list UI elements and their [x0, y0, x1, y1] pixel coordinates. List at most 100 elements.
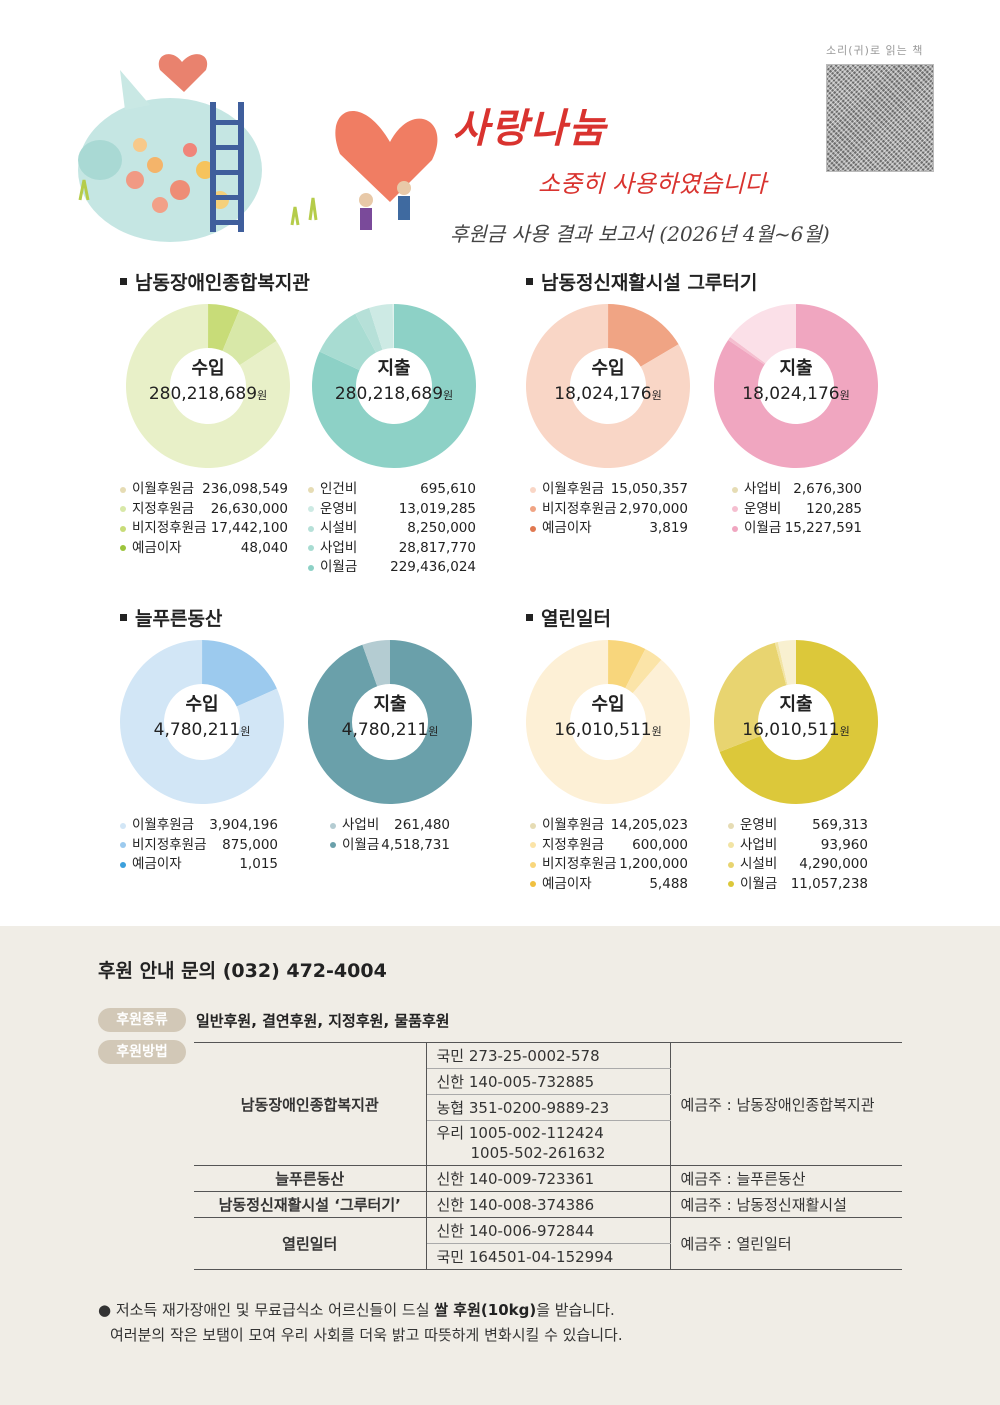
donut-slice-이월금: [308, 640, 472, 804]
legend-row: 지정후원금 26,630,000: [120, 500, 288, 520]
income-label: 수입: [185, 694, 219, 715]
account-number[interactable]: 신한 140-008-374386: [426, 1191, 671, 1218]
donation-type-badge: 후원종류: [98, 1008, 186, 1032]
legend-dot-icon: [732, 506, 738, 513]
legend-label: 시설비: [740, 856, 778, 872]
legend-dot-icon: [120, 486, 126, 493]
table-row: 우리 1005-002-112424 1005-502-261632: [194, 1120, 902, 1166]
legend-value: 14,205,023: [610, 817, 688, 833]
income-label: 수입: [591, 694, 625, 715]
income-donut: 수입 18,024,176원: [526, 304, 690, 468]
legend-dot-icon: [728, 861, 734, 868]
legend-value: 120,285: [806, 500, 862, 517]
legend-row: 예금이자 1,015: [120, 855, 278, 875]
legend-value: 569,313: [812, 817, 868, 833]
legend-label: 인건비: [320, 481, 358, 497]
qr-label: 소리(귀)로 읽는 책: [826, 44, 924, 57]
legend-dot-icon: [308, 525, 314, 532]
section-title: 남동정신재활시설 그루터기: [526, 268, 946, 295]
donut-slice-비지정후원금: [608, 640, 646, 689]
income-amount: 4,780,211: [153, 720, 241, 740]
donut-slice-시설비: [714, 642, 787, 752]
legend-dot-icon: [120, 842, 126, 849]
qr-code-icon[interactable]: [826, 64, 934, 172]
legend-row: 이월후원금 236,098,549: [120, 480, 288, 500]
donut-slice-운영비: [728, 337, 766, 365]
donut-slice-이월금: [312, 304, 476, 468]
legend-dot-icon: [728, 822, 734, 829]
income-donut: 수입 4,780,211원: [120, 640, 284, 804]
expense-legend: 사업비 2,676,300 운영비 120,285 이월금 15,227,591: [732, 480, 862, 539]
legend-value: 2,970,000: [619, 500, 688, 517]
legend-label: 이월금: [740, 875, 778, 892]
account-owner: 예금주 : 늘푸른동산: [670, 1165, 902, 1192]
account-number[interactable]: 신한 140-006-972844: [426, 1217, 671, 1244]
donut-slice-사업비: [730, 304, 796, 364]
donut-slice-이월금: [719, 640, 878, 804]
expense-donut: 지출 16,010,511원: [714, 640, 878, 804]
account-owner: 예금주 : 열린일터: [670, 1217, 902, 1270]
legend-label: 이월후원금: [542, 481, 605, 497]
table-row: 농협 351-0200-9889-23: [194, 1094, 902, 1121]
legend-row: 이월금 229,436,024: [308, 558, 476, 578]
legend-row: 운영비 569,313: [728, 816, 868, 836]
table-row: 늘푸른동산 신한 140-009-723361 예금주 : 늘푸른동산: [194, 1165, 902, 1192]
section-title: 열린일터: [526, 604, 946, 631]
income-legend: 이월후원금 236,098,549 지정후원금 26,630,000 비지정후원금 17,…: [120, 480, 288, 558]
legend-value: 261,480: [394, 817, 450, 833]
legend-value: 4,290,000: [799, 856, 868, 872]
legend-dot-icon: [308, 486, 314, 493]
account-number: 1005-502-261632: [470, 1144, 606, 1162]
legend-value: 13,019,285: [398, 500, 476, 517]
legend-value: 229,436,024: [390, 559, 476, 575]
legend-row: 예금이자 3,819: [530, 519, 688, 539]
legend-value: 1,200,000: [619, 856, 688, 872]
legend-row: 사업비 261,480: [330, 816, 450, 836]
donut-slice-시설비: [355, 307, 383, 353]
expense-amount: 18,024,176: [742, 384, 840, 404]
legend-label: 사업비: [342, 817, 380, 833]
section-title: 남동장애인종합복지관: [120, 268, 540, 295]
legend-label: 운영비: [740, 817, 778, 833]
legend-row: 이월후원금 15,050,357: [530, 480, 688, 500]
org-name: 열린일터: [194, 1217, 427, 1270]
legend-row: 사업비 93,960: [728, 836, 868, 856]
rice-donation-note: ● 저소득 재가장애인 및 무료급식소 어르신들이 드실 쌀 후원(10kg)을…: [98, 1301, 623, 1344]
account-owner: 예금주 : 남동장애인종합복지관: [670, 1042, 902, 1166]
account-number[interactable]: 신한 140-005-732885: [426, 1068, 671, 1095]
legend-value: 875,000: [222, 836, 278, 853]
account-number[interactable]: 국민 164501-04-152994: [426, 1243, 671, 1270]
legend-dot-icon: [120, 545, 126, 552]
legend-value: 5,488: [649, 875, 688, 892]
income-donut: 수입 16,010,511원: [526, 640, 690, 804]
org-name: 늘푸른동산: [194, 1165, 427, 1192]
donut-slice-비지정후원금: [208, 304, 240, 351]
legend-label: 운영비: [744, 500, 782, 517]
expense-legend: 운영비 569,313 사업비 93,960 시설비 4,290,000 이월금 11,057…: [728, 816, 868, 894]
income-legend: 이월후원금 14,205,023 지정후원금 600,000 비지정후원금 1,200,0…: [530, 816, 688, 894]
legend-dot-icon: [732, 486, 738, 493]
account-number: 우리 1005-002-112424: [436, 1124, 604, 1142]
legend-value: 695,610: [420, 481, 476, 497]
page-subtitle: 소중히 사용하였습니다: [538, 170, 767, 198]
account-number[interactable]: 국민 273-25-0002-578: [426, 1042, 671, 1069]
legend-dot-icon: [530, 486, 536, 493]
legend-value: 2,676,300: [793, 481, 862, 497]
org-name: 남동장애인종합복지관: [194, 1042, 427, 1166]
account-number-group[interactable]: 우리 1005-002-112424 1005-502-261632: [426, 1120, 671, 1166]
legend-value: 28,817,770: [398, 539, 476, 556]
legend-row: 사업비 28,817,770: [308, 539, 476, 559]
account-number[interactable]: 농협 351-0200-9889-23: [426, 1094, 671, 1121]
account-owner: 예금주 : 남동정신재활시설: [670, 1191, 902, 1218]
account-number[interactable]: 신한 140-009-723361: [426, 1165, 671, 1192]
table-row: 신한 140-005-732885: [194, 1068, 902, 1095]
legend-label: 이월후원금: [542, 817, 605, 833]
legend-dot-icon: [530, 861, 536, 868]
legend-dot-icon: [308, 564, 314, 571]
section-neulpureun: 늘푸른동산 수입 4,780,211원 지출 4,780,211원 이월후원금 3,9…: [120, 604, 540, 872]
legend-dot-icon: [120, 506, 126, 513]
table-row: 남동정신재활시설 ‘그루터기’ 신한 140-008-374386 예금주 : …: [194, 1191, 902, 1218]
legend-value: 8,250,000: [407, 520, 476, 536]
inquiry-phone[interactable]: 후원 안내 문의 (032) 472-4004: [98, 960, 387, 982]
donut-slice-사업비: [774, 642, 788, 686]
